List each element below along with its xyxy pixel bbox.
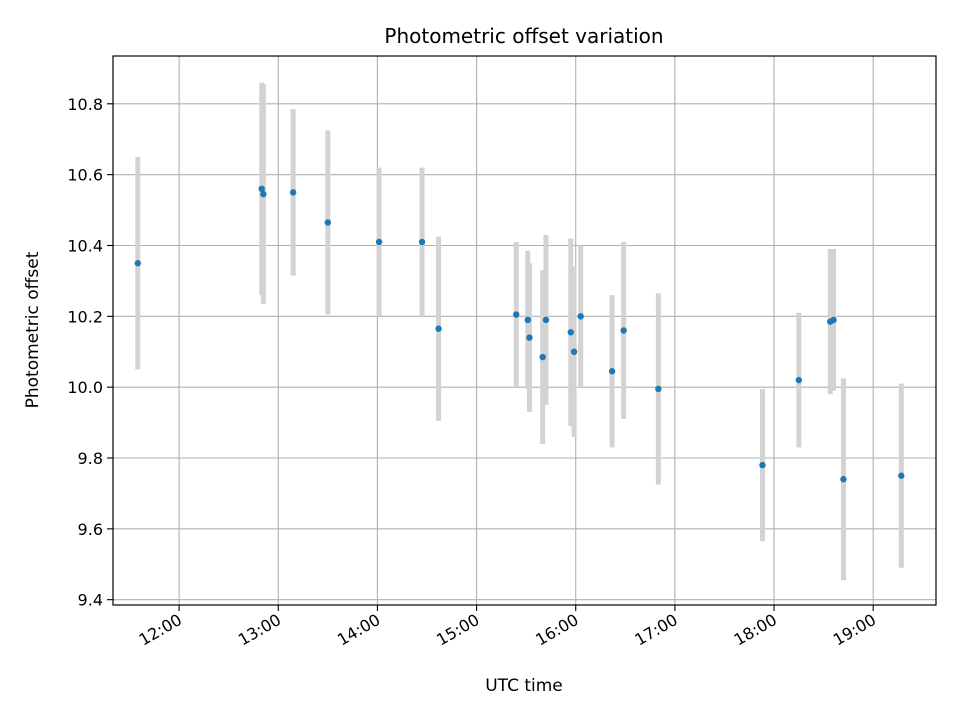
- data-point: [570, 348, 578, 355]
- data-point: [134, 260, 141, 267]
- data-point: [418, 238, 426, 246]
- data-point: [539, 353, 546, 361]
- data-point: [608, 368, 616, 375]
- y-tick-label: 9.4: [78, 591, 103, 610]
- data-point: [567, 329, 574, 336]
- data-point: [524, 316, 532, 324]
- data-point: [898, 472, 905, 479]
- data-point: [840, 476, 847, 483]
- y-tick-label: 9.6: [78, 520, 103, 539]
- y-tick-label: 9.8: [78, 449, 103, 468]
- data-point: [513, 311, 520, 318]
- y-axis-ticks: 9.4 9.6 9.8 10.0 10.2 10.4 10.6 10.8: [67, 95, 113, 610]
- data-point: [655, 385, 662, 393]
- data-point: [375, 238, 383, 246]
- y-tick-label: 10.6: [67, 166, 103, 185]
- data-point: [260, 190, 267, 198]
- data-point: [435, 325, 442, 332]
- data-point: [620, 327, 627, 334]
- y-axis-label: Photometric offset: [23, 251, 43, 408]
- data-point: [795, 376, 803, 384]
- y-tick-label: 10.4: [67, 236, 103, 255]
- chart-title: Photometric offset variation: [384, 24, 663, 48]
- data-point: [542, 316, 550, 324]
- data-point: [324, 219, 332, 226]
- y-tick-label: 10.2: [67, 307, 103, 326]
- data-point: [577, 313, 584, 320]
- data-point: [526, 334, 533, 341]
- data-point: [258, 185, 265, 193]
- y-tick-label: 10.8: [67, 95, 103, 114]
- plot-frame: [112, 55, 937, 606]
- x-axis-label: UTC time: [485, 676, 563, 696]
- data-point: [289, 189, 297, 196]
- data-points: [134, 185, 905, 483]
- data-point: [830, 316, 837, 324]
- y-tick-label: 10.0: [67, 378, 103, 397]
- data-point: [759, 461, 766, 469]
